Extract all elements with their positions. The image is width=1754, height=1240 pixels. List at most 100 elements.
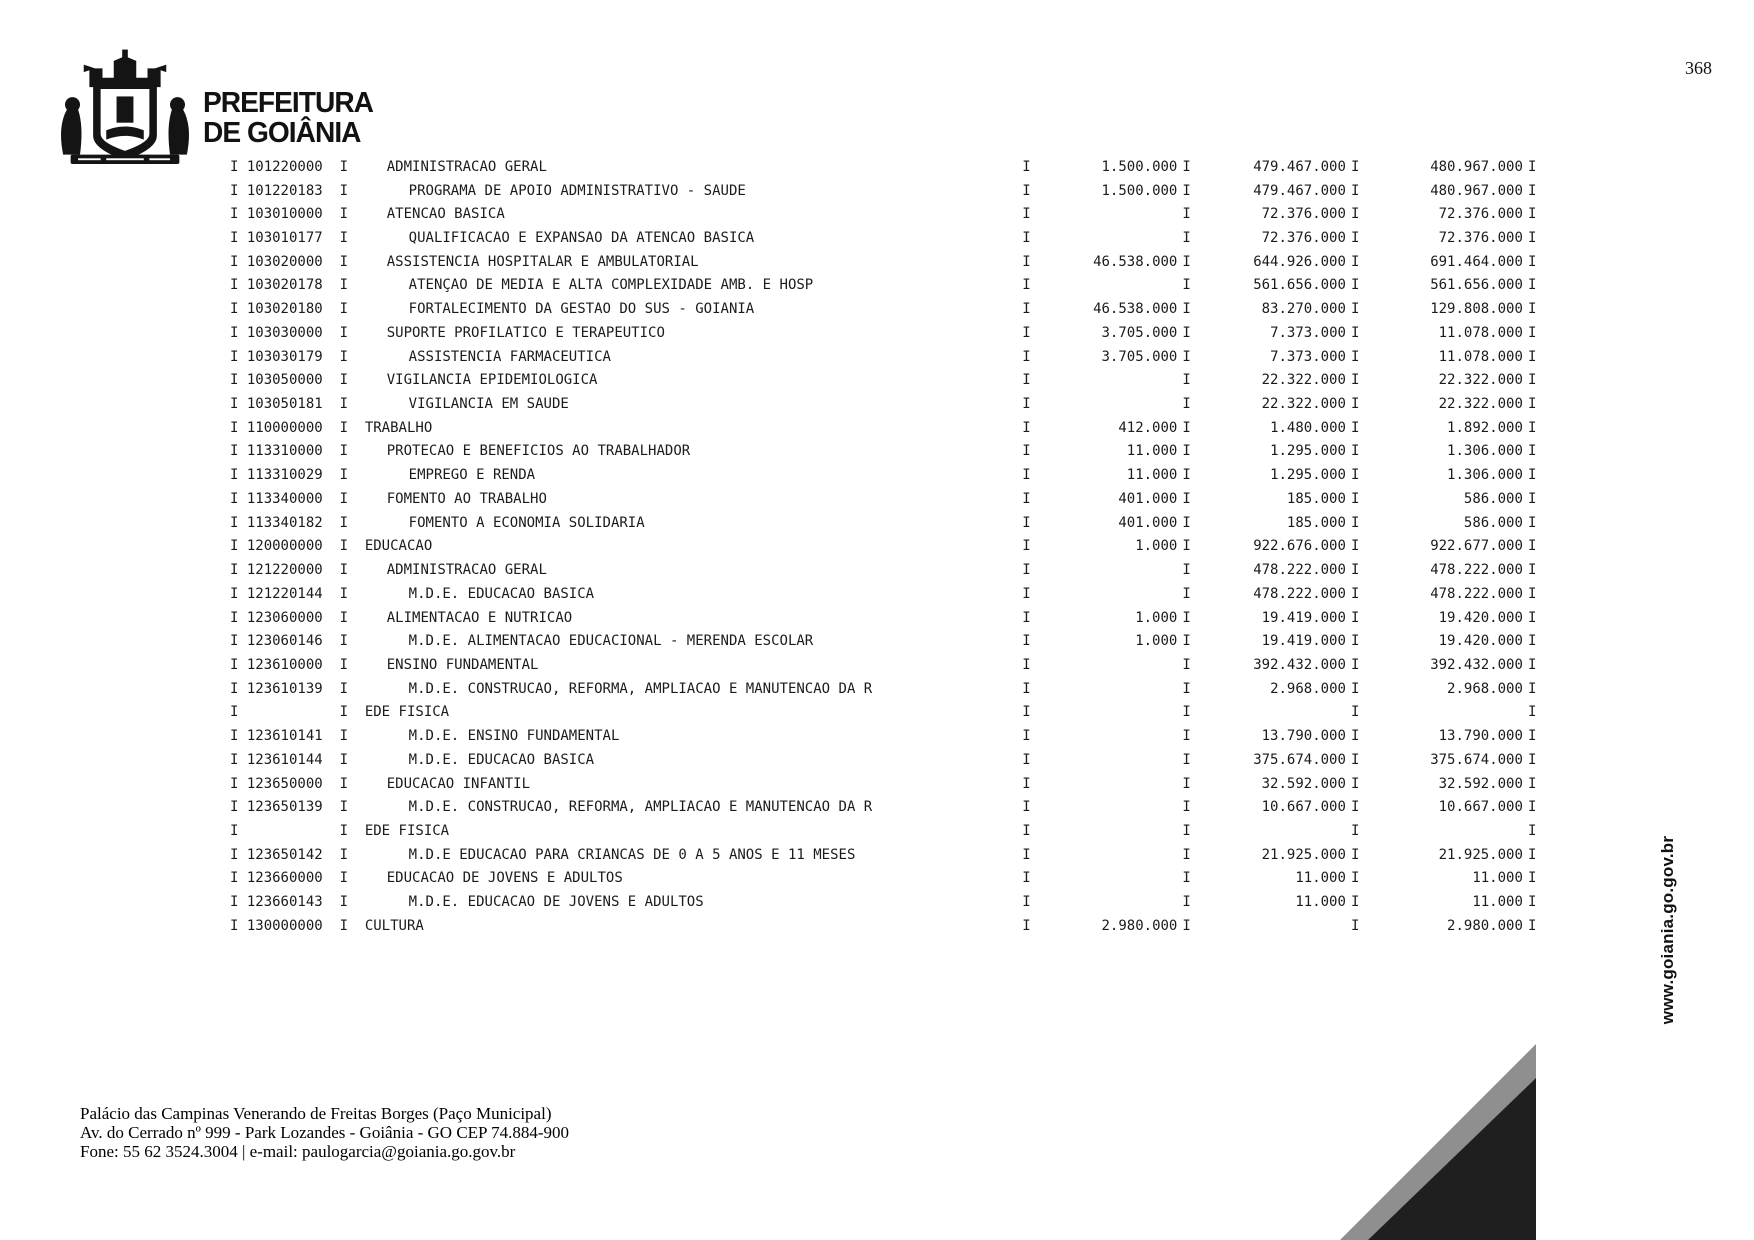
row-description: M.D.E. EDUCACAO BASICA: [408, 751, 595, 768]
column-separator: I: [339, 704, 348, 721]
row-value-1: 2.980.000: [1101, 917, 1178, 934]
column-separator: I: [230, 396, 239, 413]
column-separator: I: [1527, 609, 1537, 626]
row-code: 103020178: [246, 277, 323, 294]
row-code: 123610144: [246, 751, 323, 768]
column-separator: I: [230, 443, 239, 460]
row-value-2: 72.376.000: [1261, 206, 1346, 223]
row-value-3: 691.464.000: [1430, 253, 1523, 270]
column-separator: I: [339, 633, 348, 650]
column-separator: I: [1527, 443, 1537, 460]
column-separator: I: [1527, 277, 1537, 294]
row-value-3: 375.674.000: [1430, 751, 1523, 768]
table-row: I 121220000 I ADMINISTRACAO GERAL I I 47…: [230, 558, 1536, 582]
table-row: I 103020178 I ATENÇAO DE MEDIA E ALTA CO…: [230, 274, 1536, 298]
column-separator: I: [339, 917, 348, 934]
column-separator: I: [339, 230, 348, 247]
column-separator: I: [1182, 514, 1191, 531]
column-separator: I: [1022, 230, 1031, 247]
table-row: I 103030000 I SUPORTE PROFILATICO E TERA…: [230, 321, 1536, 345]
table-row: I 130000000 I CULTURA I 2.980.000 I I 2.…: [230, 914, 1536, 938]
table-row: I 123660000 I EDUCACAO DE JOVENS E ADULT…: [230, 867, 1536, 891]
row-description: SUPORTE PROFILATICO E TERAPEUTICO: [386, 324, 665, 341]
row-description: ADMINISTRACAO GERAL: [386, 562, 547, 579]
column-separator: I: [1022, 775, 1031, 792]
row-description: EDUCACAO: [364, 538, 433, 555]
row-description: VIGILANCIA EM SAUDE: [408, 396, 569, 413]
column-separator: I: [1350, 443, 1360, 460]
column-separator: I: [339, 680, 348, 697]
column-separator: I: [1350, 609, 1360, 626]
row-value-3: 72.376.000: [1438, 230, 1523, 247]
row-value-2: 1.480.000: [1270, 419, 1346, 436]
row-code: 123610139: [246, 680, 323, 697]
row-description: M.D.E. CONSTRUCAO, REFORMA, AMPLIACAO E …: [408, 799, 873, 816]
column-separator: I: [1350, 633, 1360, 650]
column-separator: I: [1350, 894, 1360, 911]
column-separator: I: [1022, 751, 1031, 768]
row-value-3: 22.322.000: [1438, 396, 1523, 413]
row-value-2: 11.000: [1295, 870, 1346, 887]
column-separator: I: [1022, 514, 1031, 531]
row-code: 103050181: [246, 396, 323, 413]
table-row: I 103010177 I QUALIFICACAO E EXPANSAO DA…: [230, 226, 1536, 250]
column-separator: I: [1022, 846, 1031, 863]
row-value-1: 1.500.000: [1101, 182, 1178, 199]
column-separator: I: [230, 656, 239, 673]
column-separator: I: [1527, 680, 1537, 697]
footer-address: Palácio das Campinas Venerando de Freita…: [80, 1104, 569, 1161]
row-value-1: 1.000: [1135, 538, 1178, 555]
column-separator: I: [1022, 443, 1031, 460]
table-row: I 103020180 I FORTALECIMENTO DA GESTAO D…: [230, 297, 1536, 321]
column-separator: I: [1022, 704, 1031, 721]
column-separator: I: [230, 704, 239, 721]
column-separator: I: [230, 514, 239, 531]
column-separator: I: [339, 419, 348, 436]
row-value-2: 1.295.000: [1270, 467, 1346, 484]
column-separator: I: [1527, 562, 1537, 579]
column-separator: I: [230, 206, 239, 223]
column-separator: I: [1022, 396, 1031, 413]
column-separator: I: [1350, 277, 1360, 294]
table-row: I 103010000 I ATENCAO BASICA I I 72.376.…: [230, 202, 1536, 226]
column-separator: I: [1350, 348, 1360, 365]
column-separator: I: [339, 443, 348, 460]
column-separator: I: [1527, 490, 1537, 507]
column-separator: I: [339, 253, 348, 270]
column-separator: I: [230, 277, 239, 294]
row-value-1: 11.000: [1126, 443, 1178, 460]
table-row: I 123610000 I ENSINO FUNDAMENTAL I I 392…: [230, 653, 1536, 677]
row-value-2: 32.592.000: [1261, 775, 1346, 792]
row-description: FOMENTO AO TRABALHO: [386, 490, 547, 507]
table-row: I 101220000 I ADMINISTRACAO GERAL I 1.50…: [230, 155, 1536, 179]
column-separator: I: [1527, 467, 1537, 484]
column-separator: I: [230, 158, 239, 175]
column-separator: I: [1527, 230, 1537, 247]
column-separator: I: [1182, 443, 1191, 460]
column-separator: I: [1350, 799, 1360, 816]
row-description: PROGRAMA DE APOIO ADMINISTRATIVO - SAUDE: [408, 182, 746, 199]
column-separator: I: [230, 917, 239, 934]
column-separator: I: [1182, 917, 1191, 934]
table-row: I 103020000 I ASSISTENCIA HOSPITALAR E A…: [230, 250, 1536, 274]
column-separator: I: [1022, 822, 1031, 839]
row-description: ENSINO FUNDAMENTAL: [386, 656, 539, 673]
logo-wordmark: PREFEITURA DE GOIÂNIA: [203, 88, 374, 148]
column-separator: I: [339, 158, 348, 175]
table-row: I 103050181 I VIGILANCIA EM SAUDE I I 22…: [230, 392, 1536, 416]
column-separator: I: [1022, 728, 1031, 745]
crest-left-figure: [61, 97, 82, 155]
column-separator: I: [230, 775, 239, 792]
column-separator: I: [1182, 253, 1191, 270]
column-separator: I: [1182, 562, 1191, 579]
row-code: 110000000: [246, 419, 323, 436]
column-separator: I: [1182, 870, 1191, 887]
row-description: ASSISTENCIA FARMACEUTICA: [408, 348, 611, 365]
row-code: 121220000: [246, 562, 323, 579]
column-separator: I: [1527, 538, 1537, 555]
row-value-2: 13.790.000: [1261, 728, 1346, 745]
row-value-2: 392.432.000: [1253, 656, 1346, 673]
row-code: 103030000: [246, 324, 323, 341]
crest-right-figure: [168, 97, 189, 155]
column-separator: I: [339, 870, 348, 887]
